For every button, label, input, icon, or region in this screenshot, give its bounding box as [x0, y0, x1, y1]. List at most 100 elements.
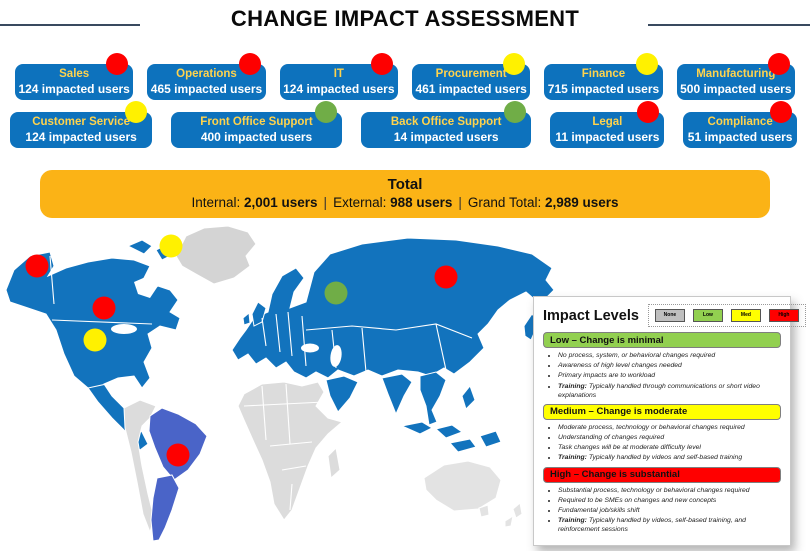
dept-users: 124 impacted users: [283, 81, 395, 96]
legend-swatch-high: High: [768, 309, 799, 322]
dept-users: 461 impacted users: [415, 81, 527, 96]
dept-box-legal: Legal 11 impacted users: [550, 101, 665, 148]
medium-impact-dot: [125, 101, 148, 123]
low-impact-dot: [314, 101, 337, 123]
map-indonesia: [400, 421, 434, 435]
dept-name: Finance: [581, 67, 626, 80]
total-label: External:: [333, 195, 391, 211]
map-markers: [0, 226, 565, 551]
section-bullets: Substantial process, technology or behav…: [543, 486, 781, 535]
map-new-guinea: [479, 430, 502, 448]
dept-box-customer-service: Customer Service 124 impacted users: [10, 101, 153, 148]
legend-swatch-med: Med: [730, 309, 761, 322]
dept-name: Manufacturing: [696, 67, 776, 80]
impact-panel-header: Impact Levels None Low Med High: [543, 304, 806, 327]
map-marker-eastern-russia: [434, 265, 458, 289]
total-value: 988 users: [390, 195, 453, 211]
dept-box-operations: Operations 465 impacted users: [147, 53, 266, 100]
dept-users: 124 impacted users: [18, 81, 130, 96]
dept-users: 715 impacted users: [547, 81, 660, 96]
low-impact-dot: [504, 101, 527, 123]
section-heading: Low – Change is minimal: [543, 332, 781, 348]
map-greenland: [175, 226, 257, 285]
section-heading: Medium – Change is moderate: [543, 403, 781, 420]
page-title: CHANGE IMPACT ASSESSMENT: [230, 6, 580, 31]
map-indonesia: [449, 438, 477, 453]
map-marker-western-russia: [324, 281, 348, 305]
heading-text: – Change is moderate: [585, 406, 688, 418]
high-impact-dot: [370, 53, 393, 75]
map-new-zealand: [504, 514, 514, 528]
dept-name: Front Office Support: [200, 115, 313, 128]
total-label: Grand Total:: [467, 195, 545, 211]
high-impact-dot: [637, 101, 660, 123]
map-marker-brazil: [166, 443, 190, 467]
impact-section-medium: Medium – Change is moderate Moderate proc…: [543, 403, 781, 463]
dept-users: 14 impacted users: [393, 129, 499, 144]
dept-box-compliance: Compliance 51 impacted users: [683, 101, 798, 148]
dept-box-sales: Sales 124 impacted users: [15, 53, 134, 100]
dept-box-back-office-support: Back Office Support 14 impacted users: [360, 101, 532, 148]
heading-label: High: [550, 469, 572, 481]
bullet: Primary impacts are to workload: [558, 371, 781, 380]
high-impact-dot: [767, 53, 790, 75]
bullet: Moderate process, technology or behavior…: [558, 423, 781, 432]
map-argentina: [150, 474, 180, 542]
bullet: Training: Typically handled by videos an…: [558, 453, 781, 462]
department-row-2: Customer Service 124 impacted users Front …: [10, 101, 798, 148]
dept-box-front-office-support: Front Office Support 400 impacted users: [171, 101, 342, 148]
separator: |: [323, 195, 328, 211]
total-heading: Total: [387, 176, 423, 194]
dept-box-manufacturing: Manufacturing 500 impacted users: [676, 53, 795, 100]
map-arabia: [325, 375, 359, 413]
heading-text: – Change is minimal: [569, 334, 664, 346]
bullet: No process, system, or behavioral change…: [558, 351, 781, 360]
bullet: Understanding of changes required: [558, 433, 781, 442]
map-indochina: [419, 371, 447, 426]
dept-box-finance: Finance 715 impacted users: [544, 53, 663, 100]
total-value: 2,001 users: [243, 195, 318, 211]
dept-box-procurement: Procurement 461 impacted users: [411, 53, 531, 100]
map-arctic-island: [126, 239, 153, 255]
map-marker-alaska: [25, 254, 49, 278]
impact-levels-panel: Impact Levels None Low Med High Low – Chang…: [533, 296, 806, 547]
title-rule-left: [0, 24, 140, 26]
dept-name: Procurement: [435, 67, 507, 80]
bullet: Training: Typically handled by videos, s…: [558, 516, 781, 534]
dept-users: 400 impacted users: [200, 129, 313, 144]
bullet-lead: Training:: [558, 382, 587, 390]
department-row-1: Sales 124 impacted users Operations 465 imp…: [15, 53, 795, 100]
dept-users: 465 impacted users: [150, 81, 263, 96]
section-bullets: Moderate process, technology or behavior…: [543, 423, 781, 463]
map-australia: [423, 460, 502, 512]
total-value: 2,989 users: [544, 195, 619, 211]
world-map: [0, 226, 565, 551]
legend-swatch-low: Low: [692, 309, 723, 322]
map-marker-canada: [92, 296, 116, 320]
map-philippines: [461, 384, 476, 410]
heading-text: – Change is substantial: [571, 469, 680, 481]
bullet: Fundamental job/skills shift: [558, 506, 781, 515]
bullet: Substantial process, technology or behav…: [558, 486, 781, 495]
total-detail: Internal: 2,001 users | External: 988 user…: [40, 194, 770, 212]
medium-impact-dot: [503, 53, 526, 75]
dept-name: Customer Service: [32, 115, 130, 128]
impact-sections: Low – Change is minimal No process, syste…: [543, 332, 781, 534]
heading-label: Low: [550, 334, 569, 346]
section-bullets: No process, system, or behavioral change…: [543, 351, 781, 400]
dept-users: 51 impacted users: [687, 129, 793, 144]
bullet: Task changes will be at moderate difficu…: [558, 443, 781, 452]
impact-levels-title: Impact Levels: [543, 307, 639, 324]
bullet-lead: Training:: [558, 454, 587, 462]
dept-users: 124 impacted users: [25, 129, 137, 144]
map-ireland: [242, 312, 251, 326]
bullet: Awareness of high level changes needed: [558, 361, 781, 370]
bullet: Required to be SMEs on changes and new c…: [558, 496, 781, 505]
dept-name: IT: [333, 67, 344, 80]
high-impact-dot: [106, 53, 129, 75]
bullet: Training: Typically handled through comm…: [558, 382, 781, 400]
separator: |: [458, 195, 462, 211]
dept-users: 500 impacted users: [680, 81, 792, 96]
high-impact-dot: [238, 53, 261, 75]
